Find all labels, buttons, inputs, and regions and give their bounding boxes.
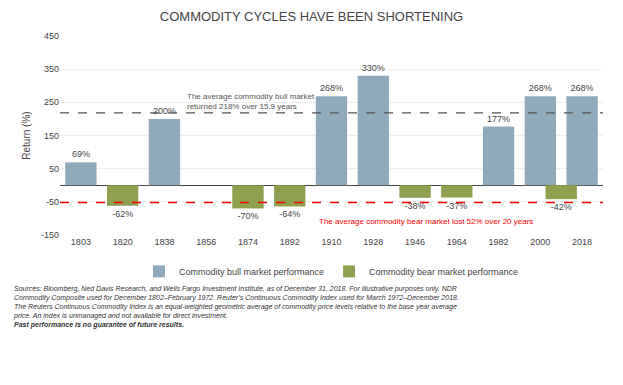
svg-text:177%: 177% [487, 114, 510, 124]
svg-text:The average commodity bull mar: The average commodity bull marketreturne… [187, 92, 315, 111]
svg-text:1856: 1856 [196, 237, 216, 247]
svg-text:Sources: Bloomberg, Ned Davis: Sources: Bloomberg, Ned Davis Research, … [13, 285, 459, 329]
svg-text:Commodity bull market performa: Commodity bull market performance [179, 267, 324, 277]
svg-text:-64%: -64% [279, 209, 300, 219]
svg-text:2018: 2018 [572, 237, 592, 247]
svg-text:Commodity bear market performa: Commodity bear market performance [369, 267, 518, 277]
svg-text:1964: 1964 [447, 237, 467, 247]
svg-text:1910: 1910 [321, 237, 341, 247]
svg-text:330%: 330% [362, 63, 385, 73]
svg-text:COMMODITY CYCLES HAVE BEEN SHO: COMMODITY CYCLES HAVE BEEN SHORTENING [160, 9, 463, 24]
svg-text:350: 350 [44, 64, 59, 74]
svg-text:150: 150 [44, 131, 59, 141]
svg-text:1820: 1820 [113, 237, 133, 247]
svg-text:-37%: -37% [446, 201, 467, 211]
svg-text:-70%: -70% [237, 211, 258, 221]
svg-text:268%: 268% [529, 83, 552, 93]
svg-text:450: 450 [44, 31, 59, 41]
svg-text:1946: 1946 [405, 237, 425, 247]
svg-text:-42%: -42% [551, 202, 572, 212]
svg-text:-38%: -38% [405, 201, 426, 211]
svg-text:1838: 1838 [154, 237, 174, 247]
svg-text:1928: 1928 [363, 237, 383, 247]
svg-text:1874: 1874 [238, 237, 258, 247]
svg-text:69%: 69% [72, 149, 90, 159]
svg-text:268%: 268% [320, 83, 343, 93]
svg-text:-50: -50 [46, 197, 59, 207]
svg-text:1892: 1892 [280, 237, 300, 247]
svg-text:250: 250 [44, 97, 59, 107]
svg-text:1803: 1803 [71, 237, 91, 247]
svg-text:50: 50 [49, 164, 59, 174]
svg-text:Return (%): Return (%) [21, 111, 32, 159]
svg-text:1982: 1982 [489, 237, 509, 247]
svg-text:-62%: -62% [112, 209, 133, 219]
svg-text:-150: -150 [41, 230, 59, 240]
svg-text:2000: 2000 [530, 237, 550, 247]
svg-text:The average commodity bear mar: The average commodity bear market lost 5… [319, 217, 533, 226]
svg-text:200%: 200% [153, 106, 176, 116]
svg-text:268%: 268% [571, 83, 594, 93]
